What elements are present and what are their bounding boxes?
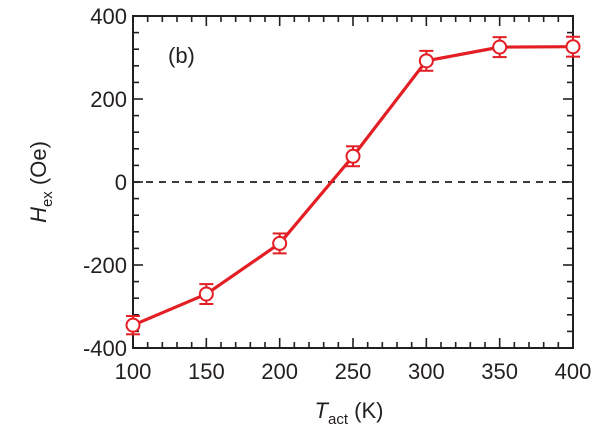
y-tick-label: 200	[90, 87, 127, 112]
data-point	[493, 41, 506, 54]
y-tick-label: 0	[115, 170, 127, 195]
y-tick-label: 400	[90, 4, 127, 29]
panel-label: (b)	[168, 43, 195, 68]
data-point	[273, 237, 286, 250]
x-tick-label: 100	[115, 359, 152, 384]
data-point	[127, 319, 140, 332]
y-tick-label: -200	[83, 253, 127, 278]
y-axis-label: Hex (Oe)	[26, 141, 56, 223]
data-point	[200, 288, 213, 301]
data-point	[567, 40, 580, 53]
x-tick-label: 200	[261, 359, 298, 384]
x-tick-label: 300	[408, 359, 445, 384]
series-line	[133, 47, 573, 325]
y-tick-label: -400	[83, 336, 127, 361]
series-layer	[126, 37, 580, 335]
x-tick-label: 150	[188, 359, 225, 384]
x-tick-label: 350	[481, 359, 518, 384]
x-axis-label: Tact (K)	[315, 398, 384, 428]
tick-labels: 100 150 200 250 300 350 400 -400 -200 0 200 400	[83, 4, 591, 384]
x-tick-label: 250	[335, 359, 372, 384]
data-point	[420, 54, 433, 67]
data-point	[347, 150, 360, 163]
x-tick-label: 400	[555, 359, 592, 384]
